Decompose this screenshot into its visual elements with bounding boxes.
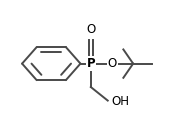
Text: P: P xyxy=(87,57,95,70)
Text: OH: OH xyxy=(112,95,129,108)
Text: O: O xyxy=(86,23,96,36)
Text: O: O xyxy=(108,57,117,70)
